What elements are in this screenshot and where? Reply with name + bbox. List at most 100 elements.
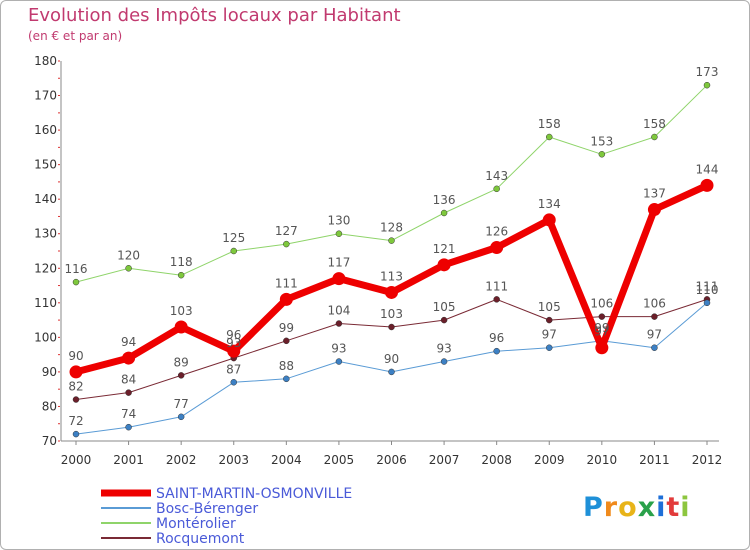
y-tick-label: 100 [34,330,57,344]
data-label: 136 [433,193,456,207]
chart-subtitle: (en € et par an) [28,29,123,43]
data-point [283,337,290,345]
data-label: 134 [538,197,561,211]
data-label: 143 [485,169,508,183]
data-label: 158 [538,117,561,131]
data-label: 111 [485,279,508,293]
y-tick-label: 80 [42,399,57,413]
data-label: 94 [121,335,136,349]
data-label: 87 [226,362,241,376]
data-label: 97 [542,328,557,342]
data-label: 158 [643,117,666,131]
data-point [125,423,132,431]
data-point [177,271,185,279]
data-label: 153 [590,134,613,148]
data-point [283,240,290,248]
data-point [440,316,448,324]
data-point [230,247,237,255]
data-point [546,316,553,324]
logo-letter: x [637,492,657,523]
data-point [440,209,448,217]
data-point [700,178,714,192]
data-point [283,375,290,383]
chart-title: Evolution des Impôts locaux par Habitant [28,5,401,26]
data-label: 93 [436,342,451,356]
x-tick-label: 2012 [692,453,723,467]
data-point [490,241,504,255]
data-label: 77 [174,397,189,411]
logo-letter: r [603,492,619,523]
data-point [177,413,185,421]
data-label: 125 [222,231,245,245]
data-label: 96 [489,331,504,345]
data-label: 128 [380,221,403,235]
data-label: 96 [226,328,241,342]
y-tick-label: 170 [34,89,57,103]
data-point [332,272,346,286]
data-point [542,213,556,227]
data-point [72,430,80,438]
data-point [385,285,398,299]
data-label: 90 [68,349,83,363]
data-label: 89 [174,355,189,369]
data-label: 106 [590,297,613,311]
legend-label: Montérolier [156,516,236,532]
data-label: 97 [647,328,662,342]
data-label: 111 [275,276,298,290]
data-label: 82 [68,380,83,394]
series-line [75,84,708,283]
data-point [493,296,500,303]
x-tick-label: 2003 [218,453,249,467]
x-tick-label: 2007 [429,453,460,467]
data-label: 99 [279,321,294,335]
proxiti-logo[interactable]: Proxiti [583,492,691,523]
x-tick-label: 2011 [639,453,670,467]
legend-label: SAINT-MARTIN-OSMONVILLE [156,486,352,502]
data-label: 117 [327,256,350,270]
data-label: 72 [68,414,83,428]
data-point [651,133,658,141]
y-tick-label: 90 [42,365,57,379]
data-label: 127 [275,224,298,238]
logo-letter: t [666,492,681,523]
data-point [388,368,395,376]
data-point [72,278,80,286]
data-label: 111 [696,279,719,293]
data-label: 144 [696,162,719,176]
data-point [335,230,343,237]
x-tick-label: 2004 [271,453,302,467]
data-point [598,313,606,320]
data-label: 99 [594,321,609,335]
x-tick-label: 2009 [534,453,565,467]
logo-letter: o [618,492,638,523]
data-point [546,344,553,351]
x-tick-label: 2005 [324,453,355,467]
data-point [703,299,711,307]
data-point [703,81,711,89]
data-point [125,265,132,272]
data-label: 103 [380,307,403,321]
data-point [493,347,500,355]
data-label: 93 [226,336,241,350]
data-label: 105 [538,300,561,314]
data-label: 130 [327,214,350,228]
data-label: 90 [384,352,399,366]
data-label: 106 [643,297,666,311]
data-point [437,258,451,272]
x-tick-label: 2002 [166,453,197,467]
logo-letter: P [583,492,604,523]
logo-letter: i [680,492,691,523]
x-tick-label: 2006 [376,453,407,467]
data-label: 93 [331,342,346,356]
data-label: 173 [696,65,719,79]
y-tick-label: 150 [34,158,57,172]
data-point [177,372,185,379]
y-tick-label: 120 [34,261,57,275]
data-point [227,344,241,358]
data-label: 137 [643,187,666,201]
legend-label: Rocquemont [156,531,245,547]
data-point [493,185,500,193]
y-tick-label: 140 [34,192,57,206]
